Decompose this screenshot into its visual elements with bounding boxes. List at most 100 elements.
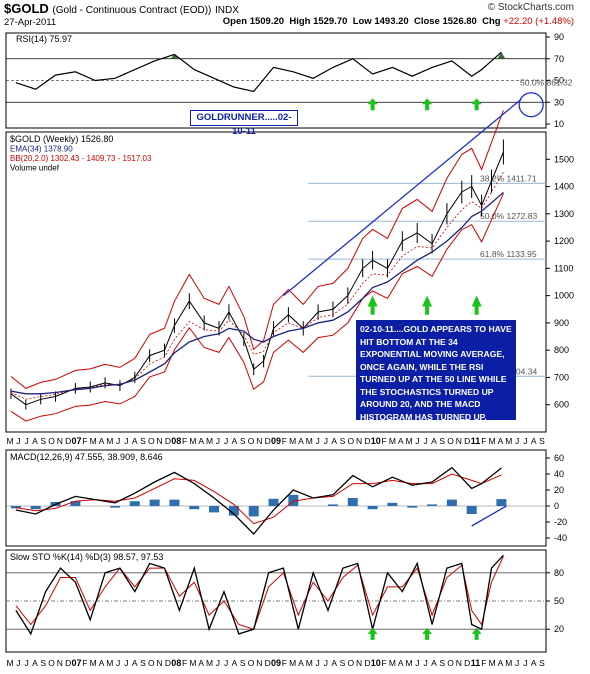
price-x-label: N bbox=[157, 436, 163, 446]
bottom-x-label: F bbox=[82, 658, 87, 668]
analysis-note: 02-10-11....GOLD APPEARS TO HAVE HIT BOT… bbox=[356, 320, 516, 422]
bottom-x-label: J bbox=[415, 658, 419, 668]
price-x-label: D bbox=[364, 436, 370, 446]
bottom-x-label: F bbox=[282, 658, 287, 668]
price-x-label: N bbox=[456, 436, 462, 446]
price-x-label: 08 bbox=[171, 436, 181, 446]
bottom-x-label: M bbox=[405, 658, 412, 668]
rsi-overbought-fill bbox=[170, 54, 179, 59]
bottom-x-label: N bbox=[256, 658, 262, 668]
bottom-x-label: J bbox=[116, 658, 120, 668]
green-arrow-up bbox=[367, 295, 378, 315]
macd-histogram-bar bbox=[347, 498, 358, 506]
price-tick-label: 1300 bbox=[554, 209, 574, 219]
price-x-label: N bbox=[57, 436, 63, 446]
bottom-x-label: D bbox=[364, 658, 370, 668]
macd-histogram-bar bbox=[427, 504, 438, 506]
stochastics-tick-label: 20 bbox=[554, 624, 564, 634]
bottom-x-label: N bbox=[356, 658, 362, 668]
bottom-x-label: D bbox=[65, 658, 71, 668]
bottom-x-label: A bbox=[531, 658, 537, 668]
price-x-label: M bbox=[90, 436, 97, 446]
chg-label: Chg bbox=[482, 16, 501, 27]
bottom-x-label: 11 bbox=[471, 658, 481, 668]
stochastics-tick-label: 50 bbox=[554, 596, 564, 606]
bottom-x-label: F bbox=[481, 658, 486, 668]
bottom-x-label: A bbox=[132, 658, 138, 668]
target-circle bbox=[518, 92, 544, 118]
macd-panel-frame bbox=[5, 449, 547, 547]
bottom-x-label: O bbox=[248, 658, 255, 668]
bottom-x-label: N bbox=[57, 658, 63, 668]
chart-date: 27-Apr-2011 bbox=[4, 17, 57, 28]
price-x-label: D bbox=[165, 436, 171, 446]
brand-label: © StockCharts.com bbox=[487, 2, 574, 13]
price-x-label: A bbox=[431, 436, 437, 446]
price-x-label: N bbox=[356, 436, 362, 446]
macd-histogram-bar bbox=[30, 506, 41, 510]
price-x-label: F bbox=[82, 436, 87, 446]
rsi-value-right: 75.97 bbox=[554, 47, 576, 57]
bottom-x-label: J bbox=[324, 658, 328, 668]
green-arrow-up bbox=[367, 627, 378, 640]
green-arrow-up bbox=[422, 627, 433, 640]
bottom-x-label: J bbox=[515, 658, 519, 668]
close-label: Close bbox=[413, 16, 440, 27]
bottom-x-label: M bbox=[206, 658, 213, 668]
bottom-x-label: A bbox=[232, 658, 238, 668]
bottom-x-label: N bbox=[456, 658, 462, 668]
price-x-label: S bbox=[140, 436, 146, 446]
price-x-label: M bbox=[306, 436, 313, 446]
bottom-x-label: 10 bbox=[371, 658, 381, 668]
bottom-x-label: O bbox=[48, 658, 55, 668]
price-x-label: A bbox=[298, 436, 304, 446]
bottom-x-label: 09 bbox=[271, 658, 281, 668]
bottom-x-label: O bbox=[348, 658, 355, 668]
stochastics-k-line bbox=[15, 554, 504, 636]
price-tick-label: 1400 bbox=[554, 182, 574, 192]
bottom-x-label: J bbox=[315, 658, 319, 668]
macd-line bbox=[15, 466, 502, 535]
bottom-x-label: A bbox=[431, 658, 437, 668]
bottom-x-label: O bbox=[148, 658, 155, 668]
low-label: Low bbox=[352, 16, 372, 27]
price-x-label: M bbox=[489, 436, 496, 446]
price-x-label: J bbox=[523, 436, 527, 446]
price-x-label: J bbox=[315, 436, 319, 446]
bottom-x-label: N bbox=[157, 658, 163, 668]
bottom-x-label: J bbox=[25, 658, 29, 668]
bottom-x-label: 08 bbox=[171, 658, 181, 668]
bottom-x-label: F bbox=[381, 658, 386, 668]
price-x-label: O bbox=[248, 436, 255, 446]
bottom-x-label: J bbox=[124, 658, 128, 668]
price-x-label: M bbox=[189, 436, 196, 446]
macd-histogram-bar bbox=[209, 506, 220, 513]
price-x-label: O bbox=[447, 436, 454, 446]
low-value: 1493.20 bbox=[374, 16, 409, 27]
bottom-x-label: S bbox=[240, 658, 246, 668]
price-x-label: D bbox=[65, 436, 71, 446]
price-x-label: D bbox=[265, 436, 271, 446]
bottom-x-label: A bbox=[32, 658, 38, 668]
bottom-x-label: J bbox=[424, 658, 428, 668]
price-x-label: D bbox=[464, 436, 470, 446]
bottom-x-label: A bbox=[398, 658, 404, 668]
rsi-line bbox=[15, 51, 502, 93]
quote-summary: Open 1509.20 High 1529.70 Low 1493.20 Cl… bbox=[223, 16, 574, 27]
bottom-x-label: S bbox=[439, 658, 445, 668]
stochastics-tick-label: 80 bbox=[554, 568, 564, 578]
price-legend-item: BB(20,2.0) 1302.43 - 1409.73 - 1517.03 bbox=[10, 154, 152, 163]
green-arrow-up bbox=[471, 627, 482, 640]
price-tick-label: 700 bbox=[554, 372, 569, 382]
price-x-label: 11 bbox=[471, 436, 481, 446]
bottom-x-label: S bbox=[539, 658, 545, 668]
bottom-x-label: S bbox=[140, 658, 146, 668]
high-label: High bbox=[289, 16, 311, 27]
price-x-label: J bbox=[16, 436, 20, 446]
price-x-label: M bbox=[6, 436, 13, 446]
green-arrow-up bbox=[422, 98, 433, 111]
price-x-label: A bbox=[132, 436, 138, 446]
macd-histogram-bar bbox=[268, 498, 279, 506]
chg-value: +22.20 (+1.48%) bbox=[503, 16, 574, 27]
